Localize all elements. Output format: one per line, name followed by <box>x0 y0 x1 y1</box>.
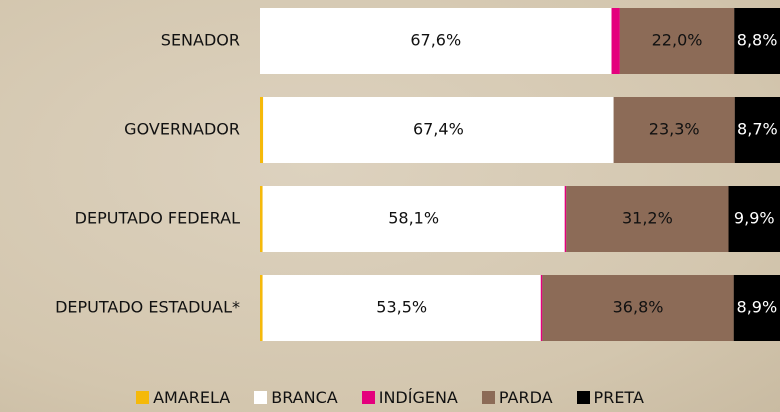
value-label: 9,9% <box>734 209 775 228</box>
bar-segment <box>260 275 263 341</box>
legend-swatch <box>362 391 375 404</box>
legend-item: INDÍGENA <box>362 388 458 407</box>
legend-label: AMARELA <box>153 388 230 407</box>
value-label: 8,7% <box>737 120 778 139</box>
legend-item: PRETA <box>577 388 644 407</box>
legend-label: INDÍGENA <box>379 388 458 407</box>
legend-swatch <box>254 391 267 404</box>
value-label: 67,4% <box>413 120 464 139</box>
legend-item: PARDA <box>482 388 553 407</box>
category-label: DEPUTADO ESTADUAL* <box>55 298 240 317</box>
category-label: DEPUTADO FEDERAL <box>75 209 240 228</box>
bar-segment <box>565 186 567 252</box>
value-label: 8,9% <box>737 298 778 317</box>
chart: SENADOR 67,6% 22,0% 8,8% GOVERNADOR 67,4% 23,3… <box>0 0 780 380</box>
bar-segment <box>612 8 620 74</box>
value-label: 8,8% <box>737 31 778 50</box>
legend-swatch <box>577 391 590 404</box>
page: SENADOR 67,6% 22,0% 8,8% GOVERNADOR 67,4% 23,3… <box>0 0 780 412</box>
value-label: 58,1% <box>388 209 439 228</box>
legend: AMARELA BRANCA INDÍGENA PARDA PRETA <box>0 388 780 407</box>
legend-item: BRANCA <box>254 388 337 407</box>
legend-swatch <box>136 391 149 404</box>
legend-swatch <box>482 391 495 404</box>
value-label: 36,8% <box>613 298 664 317</box>
category-label: SENADOR <box>161 31 240 50</box>
value-label: 67,6% <box>410 31 461 50</box>
legend-label: BRANCA <box>271 388 337 407</box>
value-label: 31,2% <box>622 209 673 228</box>
value-label: 22,0% <box>652 31 703 50</box>
value-label: 23,3% <box>649 120 700 139</box>
category-label: GOVERNADOR <box>124 120 240 139</box>
legend-item: AMARELA <box>136 388 230 407</box>
legend-label: PRETA <box>594 388 644 407</box>
legend-label: PARDA <box>499 388 553 407</box>
bar-segment <box>541 275 543 341</box>
bar-segment <box>260 97 263 163</box>
bar-segment <box>260 186 263 252</box>
value-label: 53,5% <box>376 298 427 317</box>
